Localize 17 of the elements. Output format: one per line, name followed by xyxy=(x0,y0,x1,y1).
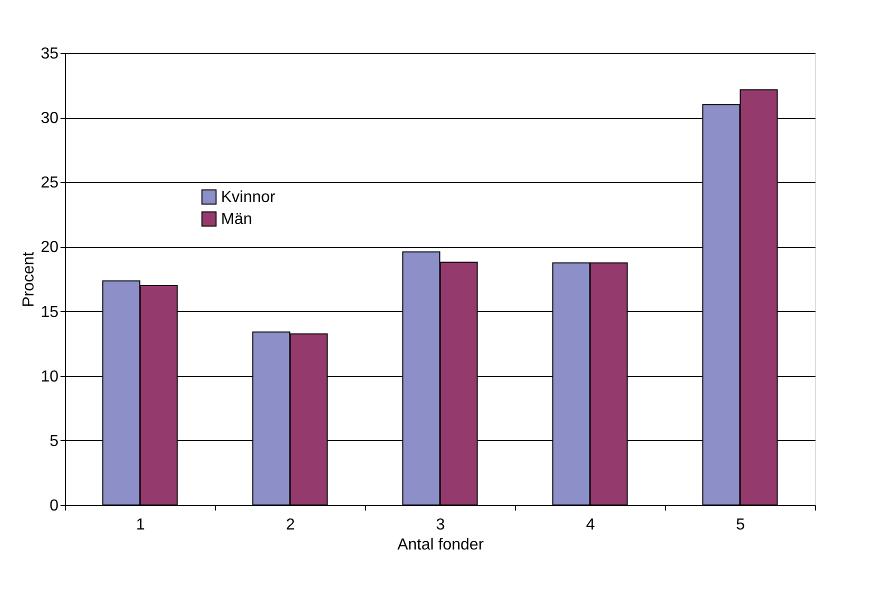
legend-label: Män xyxy=(221,211,252,228)
y-tick-label: 35 xyxy=(40,46,59,62)
y-tick-label: 15 xyxy=(40,304,59,321)
legend-label: Kvinnor xyxy=(221,189,276,206)
x-axis-title: Antal fonder xyxy=(397,536,484,554)
x-tick-label: 2 xyxy=(286,516,296,534)
y-tick-label: 20 xyxy=(40,239,59,256)
y-tick-label: 25 xyxy=(40,174,59,192)
x-tick-label: 3 xyxy=(436,516,446,534)
x-tick-label: 4 xyxy=(586,516,596,534)
y-tick-label: 30 xyxy=(40,110,59,128)
x-tick-label: 1 xyxy=(136,516,146,534)
y-tick-label: 0 xyxy=(50,498,59,514)
y-axis-title: Procent xyxy=(20,251,38,308)
y-tick-label: 5 xyxy=(50,432,59,450)
y-tick-label: 10 xyxy=(40,368,59,386)
x-tick-label: 5 xyxy=(736,516,746,534)
